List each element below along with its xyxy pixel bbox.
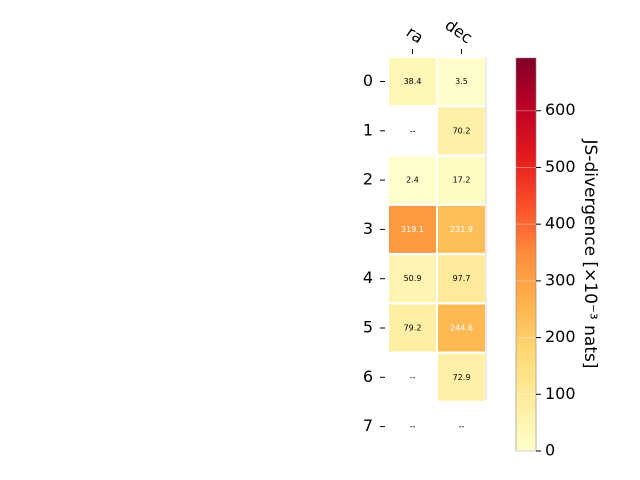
y-tick-label: 3 bbox=[363, 219, 373, 238]
cell-value-label: 79.2 bbox=[404, 324, 422, 333]
heatmap-cells: 38.4 3.5 -- 70.2 2.4 17.2 319.1 231.9 50.9 97.7 79… bbox=[389, 58, 487, 431]
y-tick-label: 7 bbox=[363, 416, 373, 435]
cell-value-label: -- bbox=[410, 126, 416, 135]
cell-value-label: -- bbox=[459, 422, 465, 431]
heatmap-cell bbox=[438, 107, 485, 155]
colorbar-tick-label: 100 bbox=[545, 384, 576, 403]
heatmap-cell bbox=[389, 156, 436, 204]
heatmap-cell bbox=[389, 304, 436, 352]
cell-value-label: -- bbox=[410, 422, 416, 431]
y-tick-label: 5 bbox=[363, 318, 373, 337]
heatmap-cell bbox=[438, 353, 485, 401]
heatmap-cell bbox=[438, 205, 485, 253]
colorbar-gradient bbox=[515, 57, 537, 452]
heatmap-cell bbox=[438, 304, 485, 352]
colorbar-tick-label: 300 bbox=[545, 270, 576, 289]
x-tick-label: ra bbox=[403, 22, 427, 47]
cell-value-label: 70.2 bbox=[453, 126, 471, 135]
y-tick-label: 2 bbox=[363, 170, 373, 189]
colorbar-tick-label: 0 bbox=[545, 441, 555, 460]
x-tick-label: dec bbox=[442, 15, 476, 47]
colorbar-label: JS-divergence [×10⁻³ nats] bbox=[580, 139, 600, 369]
cell-value-label: 38.4 bbox=[404, 77, 422, 86]
y-tick-label: 4 bbox=[363, 268, 373, 287]
heatmap-cell bbox=[438, 255, 485, 303]
heatmap-cell bbox=[438, 58, 485, 105]
cell-value-label: 3.5 bbox=[455, 77, 468, 86]
y-tick-label: 1 bbox=[363, 120, 373, 139]
heatmap-cell bbox=[389, 58, 436, 105]
cell-value-label: 2.4 bbox=[406, 176, 419, 185]
cell-value-label: 244.6 bbox=[450, 324, 473, 333]
cell-value-label: 231.9 bbox=[450, 225, 473, 234]
cell-value-label: -- bbox=[410, 373, 416, 382]
y-tick-label: 0 bbox=[363, 71, 373, 90]
cell-value-label: 50.9 bbox=[404, 274, 422, 283]
y-tick-label: 6 bbox=[363, 367, 373, 386]
colorbar-tick-label: 400 bbox=[545, 214, 576, 233]
y-axis-tick-labels: 0 1 2 3 4 5 6 7 bbox=[363, 71, 385, 435]
colorbar-tick-label: 600 bbox=[545, 100, 576, 119]
cell-value-label: 319.1 bbox=[401, 225, 424, 234]
cell-value-label: 17.2 bbox=[453, 176, 471, 185]
cell-value-label: 72.9 bbox=[453, 373, 471, 382]
heatmap-cell bbox=[389, 255, 436, 303]
colorbar-tick-label: 500 bbox=[545, 157, 576, 176]
cell-value-label: 97.7 bbox=[453, 274, 471, 283]
heatmap-cell bbox=[389, 205, 436, 253]
colorbar-ticks: 0 100 200 300 400 500 600 bbox=[516, 100, 576, 460]
colorbar: 0 100 200 300 400 500 600 JS-divergence [×10⁻³… bbox=[515, 57, 600, 460]
colorbar-tick-label: 200 bbox=[545, 327, 576, 346]
heatmap-cell bbox=[438, 156, 485, 204]
x-axis-tick-labels: ra dec bbox=[403, 15, 476, 54]
